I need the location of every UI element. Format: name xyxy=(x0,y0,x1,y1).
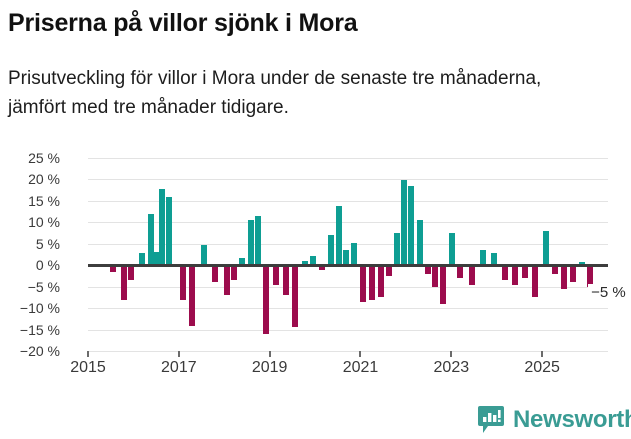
x-axis-tick xyxy=(541,351,544,357)
x-axis-tick xyxy=(359,351,362,357)
x-axis-tick xyxy=(450,351,453,357)
bar[interactable] xyxy=(255,215,262,266)
bar[interactable] xyxy=(511,265,518,285)
bar[interactable] xyxy=(393,233,400,266)
y-axis-tick-label: 10 % xyxy=(28,214,60,231)
bar[interactable] xyxy=(318,265,325,270)
x-axis-tick xyxy=(177,351,180,357)
gridline xyxy=(88,200,608,202)
newsworthy-bar-chart-bubble-icon xyxy=(478,406,504,433)
bar[interactable] xyxy=(521,265,528,279)
zero-axis-line xyxy=(88,264,608,268)
gridline xyxy=(88,158,608,159)
value-annotation: −5 % xyxy=(588,283,629,301)
bar[interactable] xyxy=(457,265,464,279)
bar[interactable] xyxy=(128,265,135,281)
x-axis: 2015 2017 2019 2021 2023 2025 xyxy=(70,351,608,385)
newsworthy-logo: Newsworthy xyxy=(478,406,631,433)
bar[interactable] xyxy=(491,253,498,266)
bar[interactable] xyxy=(551,265,558,274)
x-axis-tick xyxy=(87,351,89,357)
bar[interactable] xyxy=(359,265,366,302)
bar[interactable] xyxy=(335,206,342,266)
bar[interactable] xyxy=(121,265,128,300)
bar[interactable] xyxy=(385,265,392,276)
bar[interactable] xyxy=(309,255,316,266)
x-axis-tick-label: 2025 xyxy=(524,359,560,376)
bar[interactable] xyxy=(440,265,447,304)
plot-area: 25 % 20 % 15 % 10 % 5 % 0 % −5 % −10 % −15 % −20 … xyxy=(20,151,629,358)
brand-name: Newsworthy xyxy=(513,405,631,433)
x-axis-tick-label: 2023 xyxy=(433,359,470,376)
bar[interactable] xyxy=(570,265,577,283)
bar[interactable] xyxy=(153,252,160,266)
bar[interactable] xyxy=(189,265,196,327)
bar[interactable] xyxy=(239,257,246,266)
y-axis-tick-label: 5 % xyxy=(35,235,60,252)
bar[interactable] xyxy=(231,265,238,281)
x-axis-tick-label: 2019 xyxy=(251,359,288,376)
bar[interactable] xyxy=(480,250,487,266)
bar[interactable] xyxy=(542,230,549,266)
y-axis-tick-label: 15 % xyxy=(28,192,60,209)
bar[interactable] xyxy=(424,265,431,274)
bar[interactable] xyxy=(200,244,207,266)
bar[interactable] xyxy=(432,265,439,287)
y-axis-tick-label: −15 % xyxy=(19,321,60,338)
bar[interactable] xyxy=(449,233,456,266)
y-axis-tick-label: 20 % xyxy=(28,171,60,188)
bar[interactable] xyxy=(109,265,116,273)
gridline xyxy=(88,286,608,288)
y-axis-tick-label: −5 % xyxy=(27,278,60,295)
x-axis-tick-label: 2021 xyxy=(342,359,379,376)
x-axis-tick xyxy=(268,351,271,357)
gridline xyxy=(88,351,608,352)
bar[interactable] xyxy=(212,265,219,283)
bar[interactable] xyxy=(586,265,593,287)
bar[interactable] xyxy=(560,265,567,289)
y-axis-tick-label: −10 % xyxy=(19,300,60,317)
bar-chart: 25 % 20 % 15 % 10 % 5 % 0 % −5 % −10 % −15 % −20 … xyxy=(0,148,631,392)
bar[interactable] xyxy=(282,265,289,296)
bar[interactable] xyxy=(165,196,172,266)
bar[interactable] xyxy=(408,185,415,266)
bar[interactable] xyxy=(327,235,334,266)
bar[interactable] xyxy=(147,213,154,266)
bar[interactable] xyxy=(302,260,309,266)
bar[interactable] xyxy=(579,261,586,266)
x-axis-tick-label: 2015 xyxy=(70,359,106,376)
bar[interactable] xyxy=(468,265,475,285)
bar[interactable] xyxy=(263,265,270,334)
page-title: Priserna på villor sjönk i Mora xyxy=(8,9,358,37)
bar[interactable] xyxy=(532,265,539,298)
bar[interactable] xyxy=(223,265,230,296)
bar[interactable] xyxy=(158,188,165,266)
bar[interactable] xyxy=(291,265,298,328)
gridline xyxy=(88,329,608,331)
bar[interactable] xyxy=(247,219,254,266)
bar[interactable] xyxy=(139,253,146,266)
bar[interactable] xyxy=(273,265,280,285)
bar[interactable] xyxy=(368,265,375,301)
bar[interactable] xyxy=(416,220,423,266)
bar[interactable] xyxy=(400,180,407,266)
bar[interactable] xyxy=(342,250,349,266)
bar[interactable] xyxy=(180,265,187,300)
bar[interactable] xyxy=(350,242,357,266)
bar[interactable] xyxy=(501,265,508,281)
bar[interactable] xyxy=(377,265,384,298)
gridline xyxy=(88,308,608,310)
y-axis-tick-label: −20 % xyxy=(19,343,60,359)
gridline xyxy=(88,222,608,224)
gridline xyxy=(88,243,608,245)
gridline xyxy=(88,179,608,181)
y-axis-tick-label: 0 % xyxy=(35,257,60,274)
page-subtitle: Prisutveckling för villor i Mora under d… xyxy=(8,68,542,118)
y-axis-tick-label: 25 % xyxy=(28,150,60,166)
x-axis-tick-label: 2017 xyxy=(161,359,197,376)
